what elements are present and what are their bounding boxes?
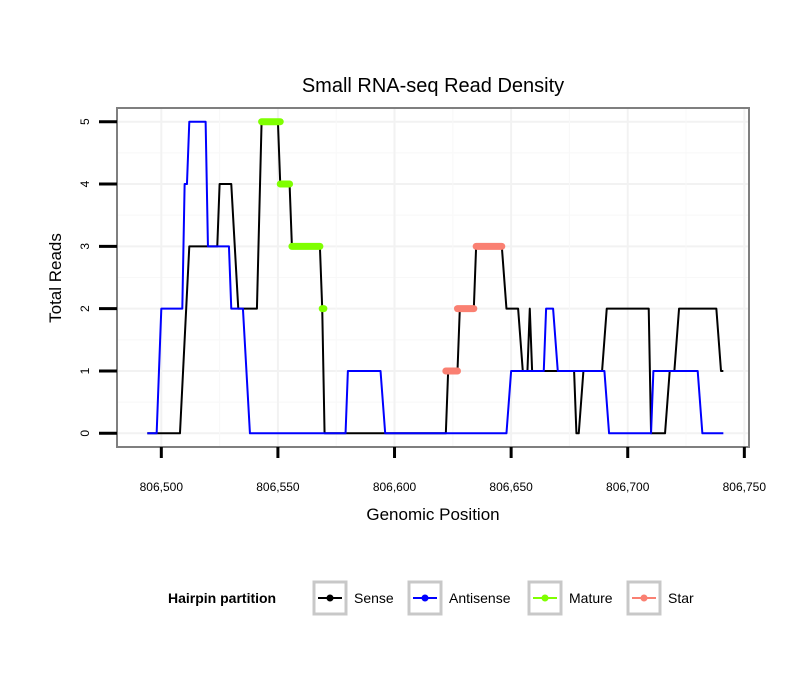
plot-panel: [116, 107, 750, 448]
y-tick-label: 0: [78, 430, 92, 437]
legend-label-sense: Sense: [354, 590, 394, 606]
legend-item-antisense: Antisense: [407, 580, 511, 616]
y-tick-label: 1: [78, 367, 92, 374]
legend: Hairpin partition Sense Antisense Mature St…: [168, 580, 694, 616]
legend-key-marker: [326, 594, 334, 602]
y-tick-label: 4: [78, 180, 92, 187]
chart-title: Small RNA-seq Read Density: [302, 75, 564, 97]
y-tick-label: 5: [78, 118, 92, 125]
x-tick-label: 806,500: [140, 480, 184, 494]
legend-item-mature: Mature: [527, 580, 613, 616]
series-layer: [147, 118, 724, 435]
legend-key-marker: [640, 594, 648, 602]
antisense-series-line: [147, 120, 724, 435]
x-tick-label: 806,750: [723, 480, 767, 494]
legend-label-star: Star: [668, 590, 694, 606]
x-tick-label: 806,700: [606, 480, 650, 494]
legend-title: Hairpin partition: [168, 590, 276, 606]
y-tick-label: 2: [78, 305, 92, 312]
panel-border: [116, 107, 750, 448]
x-axis: 806,500 806,550 806,600 806,650 806,700 806,7…: [140, 447, 767, 494]
legend-entries: Sense Antisense Mature Star: [312, 580, 694, 616]
x-axis-title: Genomic Position: [366, 505, 499, 524]
x-tick-label: 806,600: [373, 480, 417, 494]
legend-key-marker: [421, 594, 429, 602]
legend-item-star: Star: [626, 580, 694, 616]
legend-label-antisense: Antisense: [449, 590, 511, 606]
legend-label-mature: Mature: [569, 590, 613, 606]
legend-key-marker: [541, 594, 549, 602]
y-tick-label: 3: [78, 243, 92, 250]
x-tick-label: 806,650: [489, 480, 533, 494]
legend-item-sense: Sense: [312, 580, 394, 616]
y-axis: 0 1 2 3 4 5: [78, 118, 117, 437]
y-axis-title: Total Reads: [46, 233, 65, 323]
x-tick-label: 806,550: [256, 480, 300, 494]
